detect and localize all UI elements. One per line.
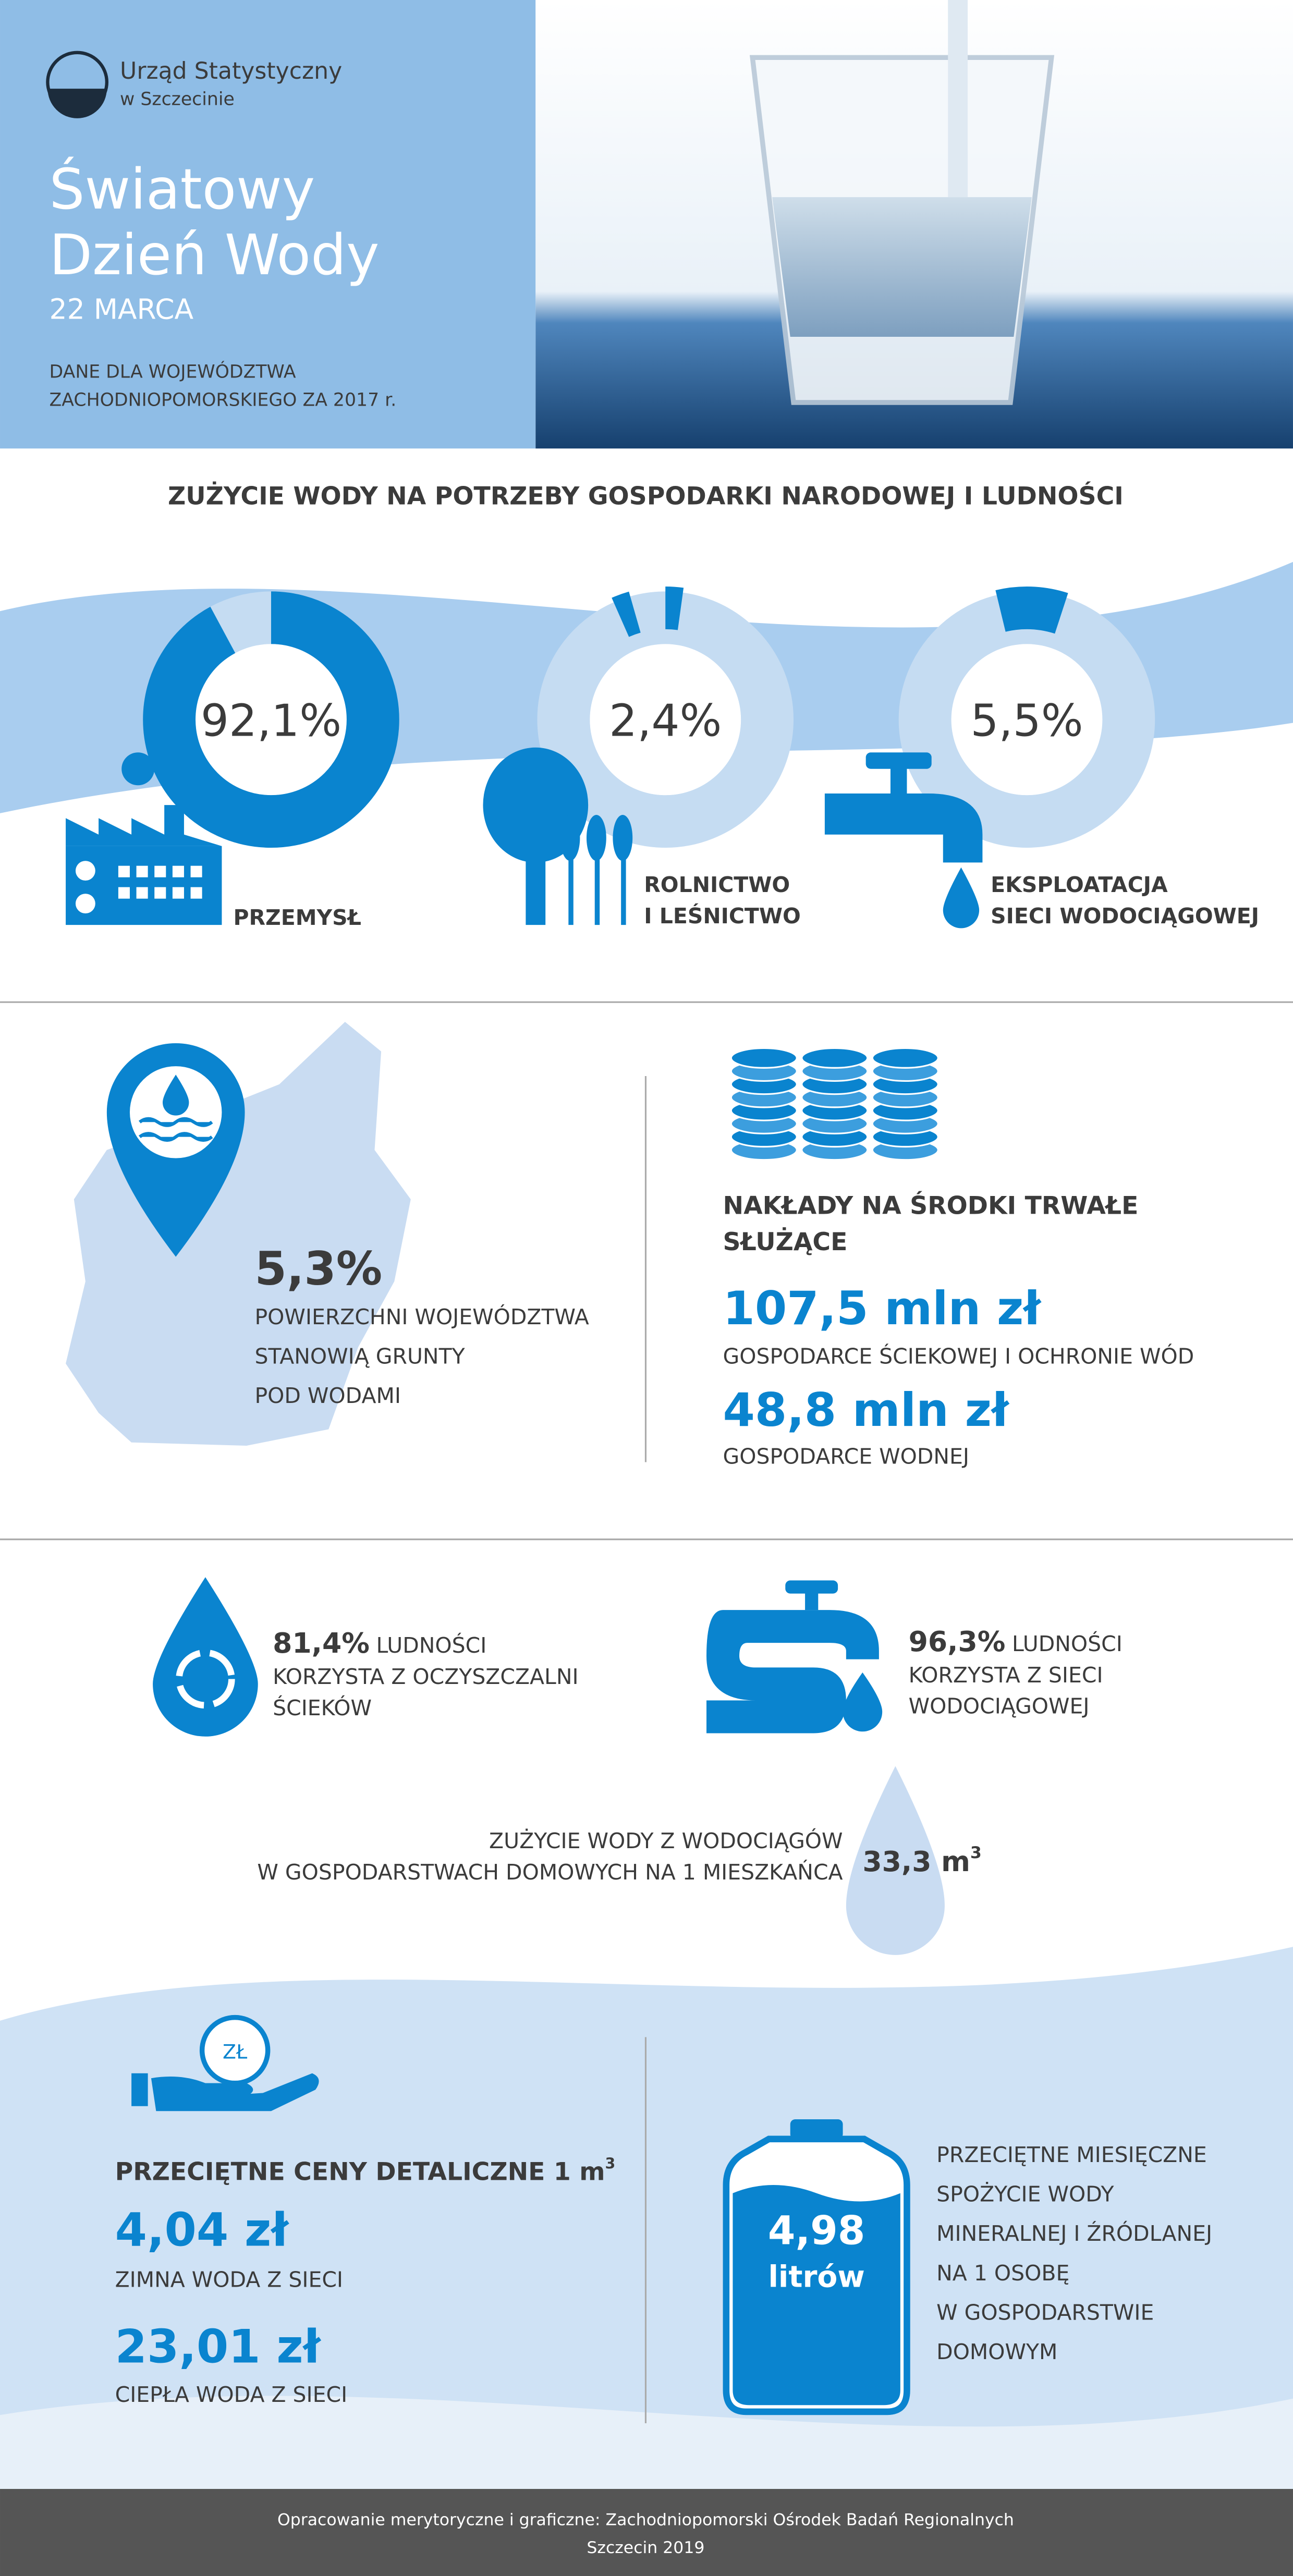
price-amount: 23,01 zł xyxy=(115,2319,322,2373)
date: 22 MARCA xyxy=(50,292,194,325)
mineral-amount: 4,98 xyxy=(768,2207,865,2253)
donut-center xyxy=(590,644,741,796)
water-stream xyxy=(948,0,968,198)
consumption-text: ZUŻYCIE WODY Z WODOCIĄGÓW xyxy=(489,1828,843,1853)
donut-track xyxy=(537,591,794,848)
donut-value: 92,1% xyxy=(201,695,341,747)
investment-amount: 48,8 mln zł xyxy=(723,1383,1010,1437)
drop-recycle-icon xyxy=(153,1577,258,1737)
mineral-text: PRZECIĘTNE MIESIĘCZNE xyxy=(936,2142,1207,2167)
investment-title: SŁUŻĄCE xyxy=(723,1227,848,1256)
donuts: 92,1% PRZEMYSŁ 2,4% ROLNICTWO I LEŚNICTWO 5,5… xyxy=(143,586,1259,930)
population-value: 96,3% xyxy=(909,1625,1006,1658)
prices-title: PRZECIĘTNE CENY DETALICZNE 1 m xyxy=(115,2158,605,2187)
consumption-text: W GOSPODARSTWACH DOMOWYCH NA 1 MIESZKAŃC… xyxy=(257,1860,843,1885)
mineral-text: NA 1 OSOBĘ xyxy=(936,2261,1069,2286)
investment-label: GOSPODARCE ŚCIEKOWEJ I OCHRONIE WÓD xyxy=(723,1344,1194,1369)
price-amount: 4,04 zł xyxy=(115,2203,290,2257)
population-text: WODOCIĄGOWEJ xyxy=(909,1694,1090,1719)
tap-icon xyxy=(824,752,983,929)
hand-icon xyxy=(131,2073,319,2111)
sector-label: ROLNICTWO xyxy=(644,872,790,897)
footer-text: Szczecin 2019 xyxy=(587,2538,704,2557)
coin xyxy=(871,1047,939,1069)
consumption-value: 33,3 m3 xyxy=(862,1844,981,1878)
note: DANE DLA WOJEWÓDZTWA xyxy=(50,361,296,383)
pin-icon xyxy=(138,1075,213,1142)
population-text: KORZYSTA Z OCZYSZCZALNI xyxy=(273,1664,578,1689)
tree-icon xyxy=(483,747,633,925)
title: Dzień Wody xyxy=(50,223,380,288)
mineral-unit: litrów xyxy=(768,2260,864,2294)
superscript: 3 xyxy=(970,1844,982,1862)
drop-icon xyxy=(846,1766,945,1955)
pipe-icon xyxy=(706,1580,883,1733)
recycle-symbol xyxy=(176,1649,235,1709)
mineral-text: DOMOWYM xyxy=(936,2339,1057,2364)
investment-amount: 107,5 mln zł xyxy=(723,1281,1042,1335)
header-panel xyxy=(0,0,536,449)
population-text: ŚCIEKÓW xyxy=(273,1695,372,1720)
coin xyxy=(801,1047,869,1069)
coin xyxy=(730,1047,798,1069)
footer-text: Opracowanie merytoryczne i graficzne: Za… xyxy=(277,2510,1014,2529)
population-text: 81,4% LUDNOŚCI xyxy=(273,1627,486,1659)
org-name: w Szczecinie xyxy=(120,89,235,110)
donut-segment xyxy=(894,586,1160,853)
population-value: 81,4% xyxy=(273,1627,370,1659)
area-text: POWIERZCHNI WOJEWÓDZTWA xyxy=(254,1304,589,1329)
sector-label: PRZEMYSŁ xyxy=(233,905,361,930)
donut-segment xyxy=(143,591,399,848)
population-text: LUDNOŚCI xyxy=(1012,1631,1123,1656)
donut-center xyxy=(196,644,347,796)
price-label: CIEPŁA WODA Z SIECI xyxy=(115,2382,348,2407)
consumption-value: 33,3 m xyxy=(862,1845,970,1878)
wave xyxy=(0,2396,1293,2489)
coins-icon xyxy=(730,1047,939,1161)
coin-text: ZŁ xyxy=(223,2040,248,2063)
glass-water xyxy=(772,197,1032,337)
note: ZACHODNIOPOMORSKIEGO ZA 2017 r. xyxy=(50,389,397,410)
wave xyxy=(0,1947,1293,2489)
area-text: STANOWIĄ GRUNTY xyxy=(254,1344,465,1369)
investment-title: NAKŁADY NA ŚRODKI TRWAŁE xyxy=(723,1191,1139,1220)
logo xyxy=(47,89,107,118)
area-value: 5,3% xyxy=(254,1242,382,1296)
mineral-text: W GOSPODARSTWIE xyxy=(936,2300,1154,2325)
factory-icon xyxy=(66,746,222,925)
population-text: 96,3% LUDNOŚCI xyxy=(909,1625,1123,1658)
price-label: ZIMNA WODA Z SIECI xyxy=(115,2267,343,2292)
factory-windows xyxy=(75,861,202,914)
donut-value: 2,4% xyxy=(609,695,722,747)
sector-label: I LEŚNICTWO xyxy=(644,904,801,929)
sector-label: EKSPLOATACJA xyxy=(991,872,1168,897)
donut-value: 5,5% xyxy=(970,695,1083,747)
title: Światowy xyxy=(50,157,315,222)
mineral-text: SPOŻYCIE WODY xyxy=(936,2182,1114,2207)
donut-center xyxy=(951,644,1103,796)
org-name: Urząd Statystyczny xyxy=(120,58,342,84)
population-text: KORZYSTA Z SIECI xyxy=(909,1663,1103,1688)
investment-label: GOSPODARCE WODNEJ xyxy=(723,1444,969,1469)
area-text: POD WODAMI xyxy=(254,1383,400,1408)
superscript: 3 xyxy=(605,2155,615,2172)
mineral-text: MINERALNEJ I ŹRÓDLANEJ xyxy=(936,2221,1212,2246)
bottle-icon xyxy=(723,2119,910,2415)
region-map xyxy=(66,1022,411,1446)
footer xyxy=(0,2488,1293,2576)
prices-title: PRZECIĘTNE CENY DETALICZNE 1 m3 xyxy=(115,2155,616,2187)
sector-label: SIECI WODOCIĄGOWEJ xyxy=(991,904,1259,929)
section-title: ZUŻYCIE WODY NA POTRZEBY GOSPODARKI NARO… xyxy=(168,481,1124,510)
population-text: LUDNOŚCI xyxy=(376,1633,486,1658)
